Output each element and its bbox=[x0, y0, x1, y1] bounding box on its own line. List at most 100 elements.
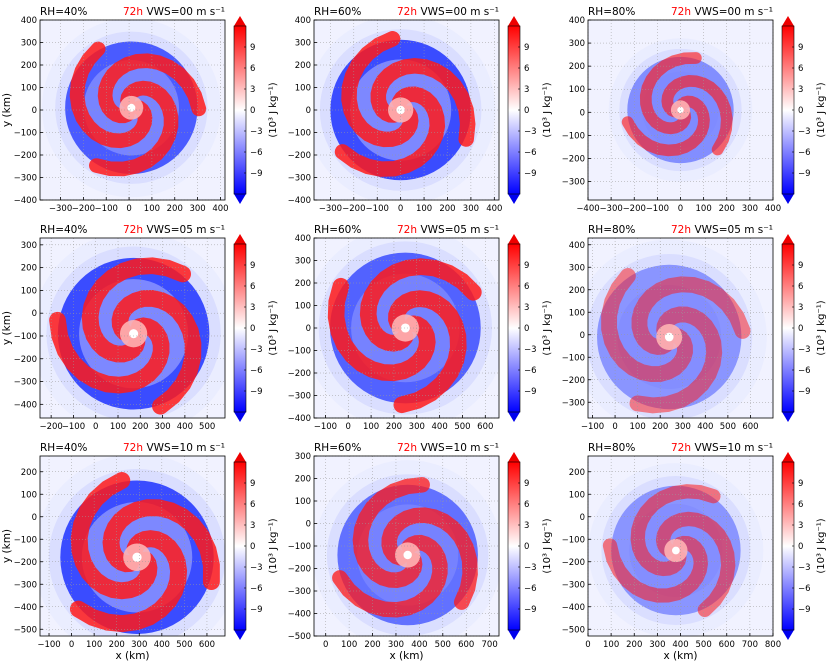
y-tick-label: 0 bbox=[580, 513, 585, 523]
y-tick-label: 300 bbox=[569, 39, 585, 49]
x-tick-label: 100 bbox=[696, 204, 712, 214]
panel-2: −300 −200 −100 0 100 200 300 400−400−300−200−10… bbox=[288, 6, 553, 214]
y-tick-label: 300 bbox=[21, 241, 37, 251]
y-tick-label: −100 bbox=[562, 131, 585, 141]
colorbar-tick-label: 6 bbox=[798, 282, 803, 292]
colorbar-tick-label: −9 bbox=[798, 169, 811, 179]
y-tick-label: 0 bbox=[580, 108, 585, 118]
x-tick-label: −200 bbox=[623, 204, 646, 214]
y-tick-label: 400 bbox=[569, 16, 585, 26]
colorbar-tick-label: −9 bbox=[250, 605, 263, 615]
x-tick-label: −300 bbox=[49, 204, 72, 214]
x-tick-label: 0 bbox=[323, 640, 328, 650]
colorbar-tick-label: −3 bbox=[250, 563, 263, 573]
colorbar-label: (10³ J kg⁻¹) bbox=[268, 300, 279, 355]
positive-spiral-arm bbox=[370, 58, 476, 147]
colorbar-tick-label: −3 bbox=[524, 127, 537, 137]
positive-spiral-arm bbox=[359, 258, 482, 352]
x-tick-label: 100 bbox=[86, 640, 102, 650]
x-tick-label: −100 bbox=[581, 422, 604, 432]
positive-spiral-arm bbox=[49, 311, 170, 394]
positive-spiral-arm bbox=[602, 535, 708, 603]
colorbar-min-arrow bbox=[782, 412, 794, 422]
x-tick-label: 100 bbox=[341, 640, 357, 650]
positive-spiral-arm bbox=[97, 53, 207, 124]
y-tick-label: 100 bbox=[21, 490, 37, 500]
x-tick-label: 0 bbox=[69, 640, 74, 650]
x-tick-label: 500 bbox=[176, 640, 192, 650]
positive-spiral-arm bbox=[352, 477, 430, 588]
y-tick-label: 400 bbox=[21, 16, 37, 26]
colorbar: 9 6 3 0 −3 −6 −9 (10³ J kg⁻¹) bbox=[233, 234, 279, 422]
colorbar-label: (10³ J kg⁻¹) bbox=[542, 82, 553, 137]
x-tick-label: 100 bbox=[144, 204, 160, 214]
y-tick-label: −300 bbox=[562, 398, 585, 408]
x-tick-label: 0 bbox=[93, 422, 98, 432]
colorbar-tick-label: 0 bbox=[798, 106, 803, 116]
x-tick-label: 400 bbox=[486, 204, 502, 214]
vortex-eye bbox=[671, 546, 680, 555]
y-tick-label: 100 bbox=[569, 85, 585, 95]
x-axis-label: x (km) bbox=[663, 650, 697, 662]
panel-5: −100 0 100 200 300 400 500 600 −400 −300 −200 −100 0… bbox=[288, 224, 553, 432]
panel-7: −100 0 100 200 300 400 500 600−500−400−300−200−… bbox=[1, 442, 279, 662]
colorbar-tick-label: 0 bbox=[250, 542, 255, 552]
y-tick-label: 200 bbox=[21, 264, 37, 274]
field-layer bbox=[588, 239, 767, 418]
x-tick-label: −200 bbox=[39, 422, 62, 432]
y-tick-label: −200 bbox=[562, 154, 585, 164]
x-tick-label: 300 bbox=[154, 422, 170, 432]
y-tick-label: 300 bbox=[21, 39, 37, 49]
colorbar-max-arrow bbox=[234, 452, 246, 462]
colorbar-tick-label: −9 bbox=[798, 605, 811, 615]
y-tick-label: 100 bbox=[295, 84, 311, 94]
colorbar-tick-label: 9 bbox=[524, 261, 529, 271]
y-tick-label: −100 bbox=[14, 535, 37, 545]
time-label: 72h bbox=[671, 442, 691, 454]
colorbar-tick-label: 3 bbox=[524, 303, 529, 313]
colorbar-tick-label: −6 bbox=[250, 148, 263, 158]
colorbar-tick-label: 9 bbox=[524, 43, 529, 53]
colorbar-max-arrow bbox=[782, 452, 794, 462]
positive-spiral-arm bbox=[69, 530, 188, 633]
x-tick-label: 400 bbox=[432, 422, 448, 432]
y-tick-label: 300 bbox=[569, 263, 585, 273]
colorbar-label: (10³ J kg⁻¹) bbox=[816, 82, 827, 137]
positive-spiral-arm bbox=[621, 95, 710, 157]
x-tick-label: 200 bbox=[386, 422, 402, 432]
positive-spiral-arm bbox=[381, 507, 478, 610]
colorbar-tick-label: 6 bbox=[250, 282, 255, 292]
y-tick-label: −400 bbox=[288, 610, 311, 620]
time-label: 72h bbox=[123, 224, 143, 236]
x-tick-label: 100 bbox=[630, 422, 646, 432]
x-tick-label: 0 bbox=[346, 422, 351, 432]
colorbar-tick-label: −6 bbox=[524, 148, 537, 158]
x-tick-label: −100 bbox=[62, 422, 85, 432]
colorbar-max-arrow bbox=[508, 16, 520, 26]
time-label: 72h bbox=[123, 6, 143, 18]
colorbar: 9 6 3 0 −3 −6 −9 (10³ J kg⁻¹) bbox=[507, 234, 553, 422]
positive-spiral-arm bbox=[631, 276, 751, 356]
colorbar-min-arrow bbox=[782, 194, 794, 204]
x-tick-label: 600 bbox=[719, 640, 735, 650]
y-tick-label: 200 bbox=[21, 468, 37, 478]
y-tick-label: −100 bbox=[562, 353, 585, 363]
positive-spiral-arm bbox=[81, 257, 192, 363]
x-tick-label: 500 bbox=[720, 422, 736, 432]
x-tick-label: 200 bbox=[719, 204, 735, 214]
colorbar-tick-label: 0 bbox=[524, 324, 529, 334]
field-layer bbox=[40, 456, 225, 636]
y-tick-label: 0 bbox=[32, 309, 37, 319]
vws-label: VWS=10 m s⁻¹ bbox=[146, 442, 225, 454]
colorbar-gradient bbox=[508, 462, 520, 630]
x-tick-label: 400 bbox=[697, 422, 713, 432]
colorbar-tick-label: 3 bbox=[250, 521, 255, 531]
y-tick-label: −300 bbox=[14, 580, 37, 590]
colorbar-tick-label: 9 bbox=[798, 479, 803, 489]
y-tick-label: 400 bbox=[295, 234, 311, 244]
y-axis-label: y (km) bbox=[1, 311, 13, 345]
colorbar-tick-label: 3 bbox=[250, 85, 255, 95]
x-tick-label: 500 bbox=[454, 422, 470, 432]
colorbar-tick-label: −3 bbox=[250, 127, 263, 137]
y-tick-label: 400 bbox=[569, 241, 585, 251]
